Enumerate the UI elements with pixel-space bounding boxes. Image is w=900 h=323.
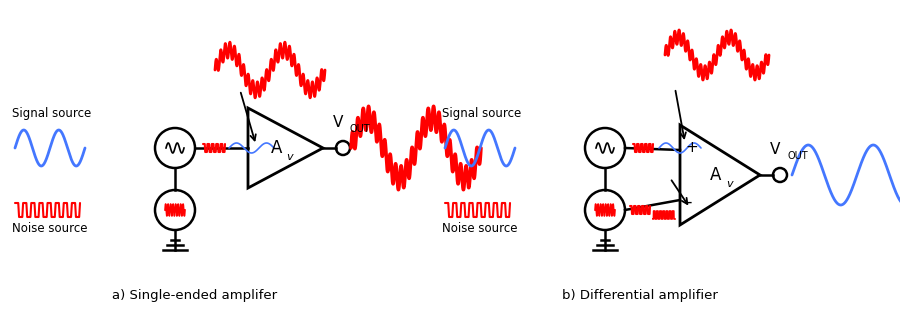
- Text: Signal source: Signal source: [442, 107, 521, 120]
- Text: A: A: [271, 139, 283, 157]
- Text: +: +: [685, 140, 698, 154]
- Text: v: v: [286, 152, 293, 162]
- Text: V: V: [770, 142, 780, 157]
- Text: Noise source: Noise source: [12, 222, 87, 235]
- Text: a) Single-ended amplifer: a) Single-ended amplifer: [112, 288, 277, 301]
- Text: Signal source: Signal source: [12, 107, 91, 120]
- Text: v: v: [726, 179, 733, 189]
- Text: A: A: [710, 166, 722, 184]
- Text: -: -: [685, 193, 691, 211]
- Text: V: V: [333, 115, 343, 130]
- Text: OUT: OUT: [350, 124, 371, 134]
- Text: OUT: OUT: [787, 151, 807, 161]
- Text: Noise source: Noise source: [442, 222, 518, 235]
- Text: b) Differential amplifier: b) Differential amplifier: [562, 288, 718, 301]
